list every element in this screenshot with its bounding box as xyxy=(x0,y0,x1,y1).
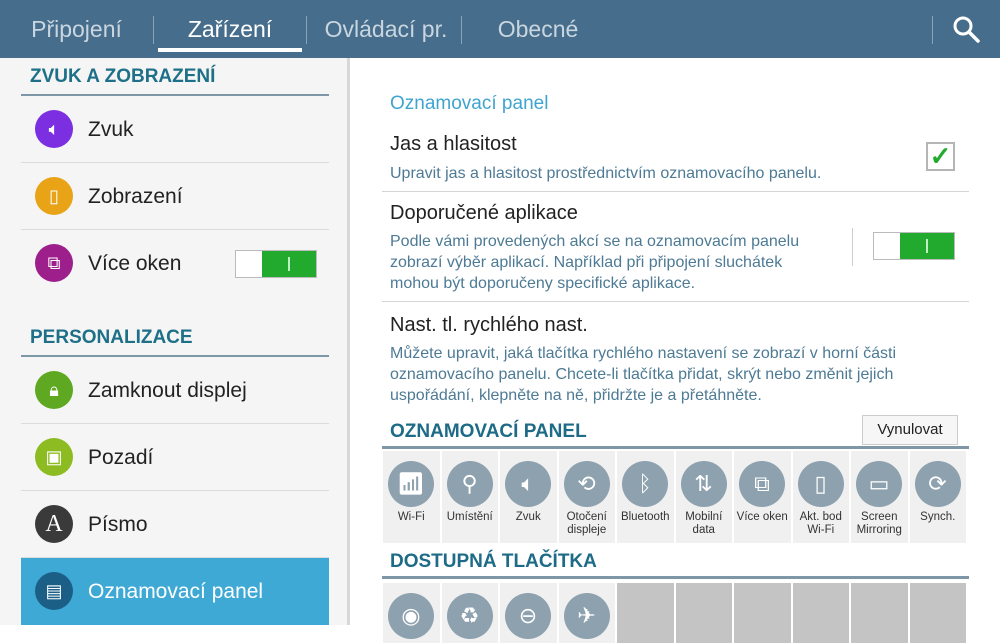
wallpaper-icon: ▣ xyxy=(35,438,73,476)
quick-button-cell[interactable]: ⧉ Více oken xyxy=(734,451,793,543)
screen-mirroring-icon: ▭ xyxy=(856,461,902,507)
available-button-cell[interactable]: ♻ xyxy=(441,583,500,643)
quick-button-cell[interactable]: ⟲ Otočení displeje xyxy=(558,451,617,543)
available-button-cell[interactable]: ◉ xyxy=(383,583,442,643)
quick-button-label: Wi-Fi xyxy=(397,511,425,523)
quick-button-cell[interactable]: 🔈︎ Zvuk xyxy=(500,451,559,543)
tab-separator xyxy=(461,16,462,44)
font-icon: A xyxy=(35,505,73,543)
empty-slot xyxy=(851,583,910,643)
smart-stay-icon: ◉ xyxy=(388,593,434,639)
sidebar-item-pozadi[interactable]: ▣ Pozadí xyxy=(21,424,329,491)
tab-pripojeni[interactable]: Připojení xyxy=(31,16,122,42)
sync-icon: ⟳ xyxy=(914,461,961,507)
panel-buttons-grid: 📶︎ Wi-Fi ⚲ Umístění 🔈︎ Zvuk ⟲ Otočení displeje ᛒ… xyxy=(383,451,968,543)
tab-zarizeni[interactable]: Zařízení xyxy=(158,0,302,58)
quick-button-cell[interactable]: ▭ Screen Mirroring xyxy=(851,451,910,543)
multi-window-icon: ⧉ xyxy=(35,244,73,282)
tab-separator xyxy=(153,16,154,44)
pane-divider xyxy=(347,58,350,625)
tab-separator xyxy=(932,16,933,44)
lock-screen-icon: 🔒︎ xyxy=(35,371,73,409)
empty-slot xyxy=(909,583,968,643)
setting-desc: Můžete upravit, jaká tlačítka rychlého n… xyxy=(390,345,897,404)
mobile-data-icon: ⇅ xyxy=(680,461,727,507)
quick-button-cell[interactable]: ⇅ Mobilní data xyxy=(675,451,734,543)
quick-button-cell[interactable]: ⟳ Synch. xyxy=(909,451,968,543)
tab-separator xyxy=(306,16,307,44)
tab-ovladaci[interactable]: Ovládací pr. xyxy=(324,16,448,42)
notification-panel-icon: ▤ xyxy=(35,572,73,610)
quick-button-cell[interactable]: ▯ Akt. bod Wi-Fi xyxy=(792,451,851,543)
sidebar-item-zamknout-displej[interactable]: 🔒︎ Zamknout displej xyxy=(21,357,329,424)
quick-button-label: Zvuk xyxy=(515,511,541,523)
content-pane: Oznamovací panel Jas a hlasitost Upravit… xyxy=(350,58,1000,643)
available-button-cell[interactable]: ✈ xyxy=(558,583,617,643)
setting-desc: Podle vámi provedených akcí se na oznamo… xyxy=(390,233,800,292)
quick-button-label: Mobilní data xyxy=(685,511,723,536)
setting-title: Doporučené aplikace xyxy=(390,202,578,224)
setting-recommended-apps[interactable]: Doporučené aplikace Podle vámi provedený… xyxy=(382,192,969,302)
blocking-mode-icon: ⊖ xyxy=(505,593,551,639)
empty-slot xyxy=(734,583,793,643)
empty-slot xyxy=(617,583,676,643)
top-tab-bar: Připojení Zařízení Ovládací pr. Obecné xyxy=(0,0,1000,58)
quick-button-label: Více oken xyxy=(736,511,788,523)
reset-button[interactable]: Vynulovat xyxy=(862,415,958,445)
search-icon[interactable] xyxy=(952,15,980,43)
quick-button-label: Umístění xyxy=(446,511,493,523)
rotate-screen-icon: ⟲ xyxy=(563,461,610,507)
quick-button-cell[interactable]: ⚲ Umístění xyxy=(441,451,500,543)
setting-title: Nast. tl. rychlého nast. xyxy=(390,314,588,336)
sidebar: ZVUK A ZOBRAZENÍ 🔈︎ Zvuk ▯ Zobrazení ⧉ V… xyxy=(0,58,347,625)
quick-button-label: Screen Mirroring xyxy=(856,511,902,536)
multi-window-toggle[interactable] xyxy=(235,250,317,278)
section-header: ZVUK A ZOBRAZENÍ xyxy=(21,59,329,96)
separator xyxy=(852,228,853,266)
empty-slot xyxy=(675,583,734,643)
bluetooth-icon: ᛒ xyxy=(622,461,668,507)
sidebar-item-pismo[interactable]: A Písmo xyxy=(21,491,329,558)
setting-desc: Upravit jas a hlasitost prostřednictvím … xyxy=(390,165,822,182)
sidebar-item-zobrazeni[interactable]: ▯ Zobrazení xyxy=(21,163,329,230)
airplane-icon: ✈ xyxy=(563,593,610,639)
tab-obecne[interactable]: Obecné xyxy=(497,16,579,42)
empty-slot xyxy=(792,583,851,643)
available-button-cell[interactable]: ⊖ xyxy=(500,583,559,643)
sidebar-item-label: Písmo xyxy=(88,513,148,536)
quick-button-cell[interactable]: ᛒ Bluetooth xyxy=(617,451,676,543)
sidebar-item-label: Zobrazení xyxy=(88,185,183,208)
section-header: OZNAMOVACÍ PANEL xyxy=(382,417,969,449)
sidebar-item-oznamovaci-panel[interactable]: ▤ Oznamovací panel xyxy=(21,558,329,625)
quick-button-label: Synch. xyxy=(920,511,956,523)
available-buttons-grid: ◉ ♻ ⊖ ✈ xyxy=(383,583,968,643)
wifi-icon: 📶︎ xyxy=(388,461,434,507)
display-icon: ▯ xyxy=(35,177,73,215)
section-header: DOSTUPNÁ TLAČÍTKA xyxy=(382,547,969,579)
sidebar-item-label: Oznamovací panel xyxy=(88,580,264,603)
setting-title: Jas a hlasitost xyxy=(390,133,517,155)
sidebar-item-label: Pozadí xyxy=(88,446,154,469)
quick-button-cell[interactable]: 📶︎ Wi-Fi xyxy=(383,451,442,543)
sidebar-item-label: Zvuk xyxy=(88,118,134,141)
recommended-apps-toggle[interactable] xyxy=(873,232,955,260)
multi-window-icon: ⧉ xyxy=(739,461,785,507)
power-saving-icon: ♻ xyxy=(446,593,493,639)
setting-brightness-volume[interactable]: Jas a hlasitost Upravit jas a hlasitost … xyxy=(382,128,969,192)
sidebar-item-vice-oken[interactable]: ⧉ Více oken xyxy=(21,230,329,297)
sidebar-item-zvuk[interactable]: 🔈︎ Zvuk xyxy=(21,96,329,163)
speaker-icon: 🔈︎ xyxy=(35,110,73,148)
location-icon: ⚲ xyxy=(446,461,493,507)
brightness-checkbox[interactable]: ✓ xyxy=(926,142,955,171)
speaker-icon: 🔈︎ xyxy=(505,461,551,507)
sidebar-item-label: Zamknout displej xyxy=(88,379,247,402)
section-header: PERSONALIZACE xyxy=(21,320,329,357)
quick-button-label: Otočení displeje xyxy=(566,511,607,536)
sidebar-item-label: Více oken xyxy=(88,252,182,275)
hotspot-icon: ▯ xyxy=(797,461,844,507)
page-title: Oznamovací panel xyxy=(390,93,549,114)
quick-button-label: Bluetooth xyxy=(620,511,670,523)
setting-quick-buttons[interactable]: Nast. tl. rychlého nast. Můžete upravit,… xyxy=(382,302,969,408)
quick-button-label: Akt. bod Wi-Fi xyxy=(799,511,842,536)
